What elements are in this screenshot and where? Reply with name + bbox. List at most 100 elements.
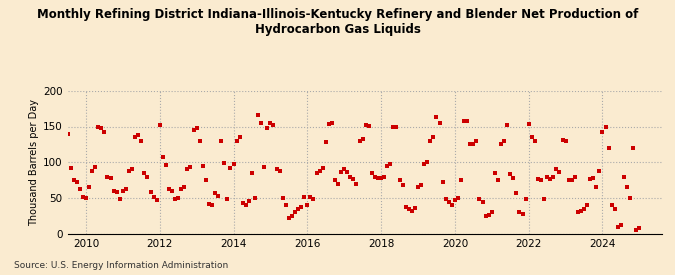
Point [406,209,417,213]
Point [139,171,150,175]
Point [508,176,518,180]
Point [259,165,269,169]
Point [499,139,510,143]
Point [542,174,553,179]
Point [99,130,110,134]
Point [634,226,645,230]
Point [563,178,574,182]
Point [111,190,122,194]
Point [529,139,540,143]
Point [296,204,306,209]
Point [483,213,494,217]
Point [314,169,325,173]
Point [397,183,408,187]
Point [246,171,257,175]
Point [495,142,506,147]
Point [616,223,626,227]
Point [280,203,291,207]
Point [265,121,276,125]
Point [535,178,546,182]
Point [228,162,239,167]
Point [136,139,146,143]
Point [179,185,190,189]
Point [155,123,165,127]
Point [117,189,128,193]
Point [151,198,162,202]
Point [376,176,387,180]
Point [465,142,476,147]
Point [422,160,433,164]
Point [369,174,380,179]
Point [286,214,297,218]
Point [219,161,230,165]
Point [299,195,310,199]
Point [84,185,95,189]
Point [591,185,601,189]
Point [47,185,57,189]
Point [194,139,205,143]
Text: Source: U.S. Energy Information Administration: Source: U.S. Energy Information Administ… [14,260,227,270]
Point [523,122,534,127]
Point [345,174,356,179]
Point [130,135,140,139]
Point [487,210,497,214]
Point [252,113,263,117]
Point [335,170,346,174]
Point [238,201,248,205]
Point [163,187,174,192]
Point [431,115,442,119]
Point [231,139,242,143]
Point [145,190,156,194]
Point [514,210,525,214]
Point [582,203,593,207]
Point [234,135,245,139]
Point [323,122,334,127]
Point [480,214,491,218]
Point [191,126,202,130]
Point [262,126,273,130]
Point [548,174,559,179]
Point [357,137,368,142]
Point [585,177,595,181]
Point [204,202,215,206]
Point [385,162,396,167]
Point [572,210,583,214]
Point [225,166,236,170]
Y-axis label: Thousand Barrels per Day: Thousand Barrels per Day [29,99,38,226]
Point [293,207,304,212]
Point [502,123,512,127]
Point [188,128,199,132]
Point [400,204,411,209]
Point [373,176,383,180]
Point [440,197,451,202]
Point [594,169,605,173]
Point [244,199,254,203]
Point [142,174,153,179]
Point [339,167,350,172]
Point [167,189,178,193]
Point [321,140,331,144]
Point [477,199,488,204]
Point [606,203,617,207]
Point [268,123,279,127]
Point [533,177,543,181]
Point [222,197,233,202]
Point [493,178,504,182]
Point [80,196,91,200]
Point [78,194,88,199]
Point [456,178,466,182]
Point [517,211,528,216]
Point [182,167,193,172]
Point [520,197,531,202]
Point [394,178,405,182]
Point [363,123,374,128]
Point [197,164,208,168]
Point [428,135,439,139]
Point [588,176,599,180]
Point [410,206,421,210]
Point [311,171,322,175]
Point [207,203,217,207]
Point [446,203,457,207]
Point [511,191,522,195]
Point [148,194,159,199]
